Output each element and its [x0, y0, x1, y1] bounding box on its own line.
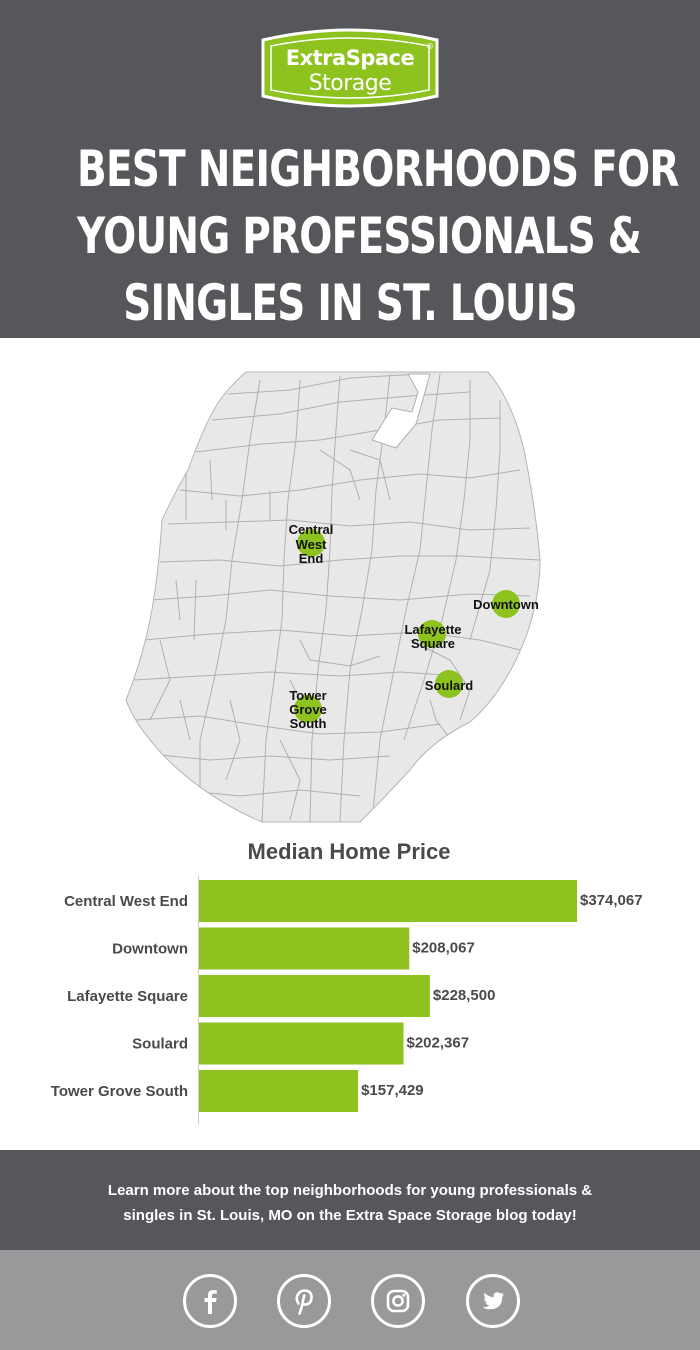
marker-label: Grove — [289, 702, 327, 717]
logo-line2: Storage — [309, 71, 392, 96]
title-line: YOUNG PROFESSIONALS & — [77, 207, 642, 265]
social-bar — [0, 1250, 700, 1350]
bar-lafayette-square — [199, 975, 430, 1017]
pinterest-button[interactable] — [277, 1274, 331, 1328]
bar-downtown — [199, 927, 410, 970]
header: ExtraSpace ® Storage BEST NEIGHBORHOODS … — [0, 0, 700, 338]
instagram-icon — [386, 1289, 410, 1313]
value-label: $228,500 — [433, 987, 496, 1004]
category-label: Tower Grove South — [51, 1083, 188, 1100]
marker-label: Square — [411, 636, 455, 651]
marker-label: Soulard — [425, 678, 473, 693]
value-label: $157,429 — [361, 1082, 424, 1099]
value-label: $202,367 — [406, 1035, 469, 1052]
twitter-button[interactable] — [466, 1274, 520, 1328]
page-title: BEST NEIGHBORHOODS FOR YOUNG PROFESSIONA… — [77, 136, 679, 337]
marker-label: Tower — [289, 688, 326, 703]
instagram-button[interactable] — [371, 1274, 425, 1328]
chart-title: Median Home Price — [248, 839, 451, 864]
twitter-icon — [482, 1292, 504, 1310]
neighborhood-boundaries — [133, 373, 540, 822]
bar-soulard — [199, 1022, 404, 1065]
category-label: Downtown — [112, 941, 188, 958]
logo-registered: ® — [426, 42, 434, 51]
bar-tower-grove-south — [199, 1070, 359, 1112]
map-marker-central-west-end[interactable]: Central West End — [289, 522, 334, 566]
cta-text[interactable]: Learn more about the top neighborhoods f… — [60, 1178, 640, 1228]
cta-line: Learn more about the top neighborhoods f… — [107, 1182, 593, 1199]
title-line: SINGLES IN ST. LOUIS — [123, 274, 577, 332]
chart-bars: Central West End $374,067 Downtown $208,067… — [51, 880, 643, 1112]
extra-space-storage-logo[interactable]: ExtraSpace ® Storage — [255, 26, 445, 110]
marker-label: End — [299, 551, 324, 566]
value-label: $208,067 — [412, 940, 475, 957]
logo-line1: ExtraSpace — [286, 46, 415, 70]
park-area — [371, 373, 431, 449]
map-marker-tower-grove-south[interactable]: Tower Grove South — [289, 688, 327, 731]
marker-label: Central — [289, 522, 334, 537]
marker-label: South — [290, 716, 327, 731]
st-louis-map: Central West End Downtown Lafayette Squa… — [125, 371, 541, 823]
marker-label: West — [296, 537, 327, 552]
pinterest-icon — [295, 1289, 313, 1315]
map-marker-lafayette-square[interactable]: Lafayette Square — [404, 620, 462, 651]
map-marker-soulard[interactable]: Soulard — [425, 670, 473, 698]
category-label: Soulard — [132, 1036, 188, 1053]
map-marker-downtown[interactable]: Downtown — [473, 590, 539, 618]
category-label: Central West End — [64, 893, 188, 910]
call-to-action: Learn more about the top neighborhoods f… — [0, 1150, 700, 1250]
title-line: BEST NEIGHBORHOODS FOR — [77, 140, 679, 198]
category-label: Lafayette Square — [67, 988, 188, 1005]
facebook-icon — [204, 1290, 217, 1314]
cta-line: singles in St. Louis, MO on the Extra Sp… — [123, 1207, 577, 1224]
median-home-price-chart: Median Home Price Central West End $374,0… — [51, 839, 643, 1124]
marker-label: Lafayette — [404, 622, 461, 637]
facebook-button[interactable] — [183, 1274, 237, 1328]
bar-central-west-end — [199, 880, 577, 922]
value-label: $374,067 — [580, 892, 643, 909]
marker-label: Downtown — [473, 597, 539, 612]
